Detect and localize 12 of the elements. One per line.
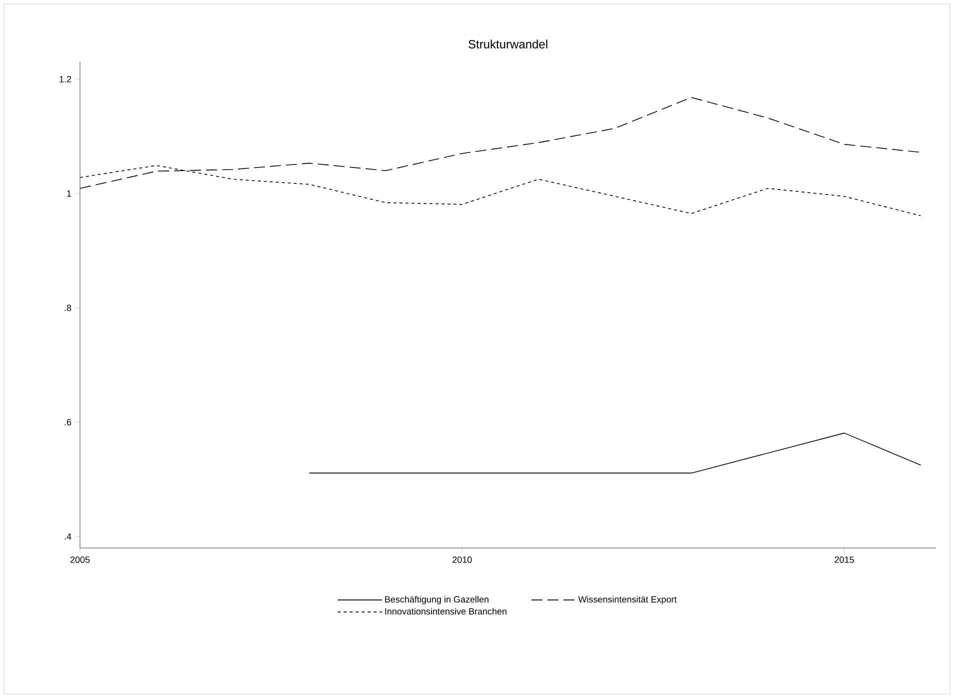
x-tick-label: 2015 <box>834 556 854 563</box>
y-tick-label: .4 <box>64 533 72 540</box>
x-tick-label: 2005 <box>70 556 90 563</box>
legend-label: Beschäftigung in Gazellen <box>385 596 488 604</box>
legend-label: Wissensintensität Export <box>578 596 677 604</box>
y-tick-label: 1.2 <box>60 76 72 82</box>
y-tick-label: .8 <box>64 304 72 312</box>
y-tick-label: .6 <box>64 419 72 426</box>
x-tick-label: 2010 <box>452 556 472 563</box>
y-tick-label: 1 <box>67 190 72 197</box>
chart-title: Strukturwandel <box>468 40 548 48</box>
legend-label: Innovationsintensive Branchen <box>385 608 506 615</box>
